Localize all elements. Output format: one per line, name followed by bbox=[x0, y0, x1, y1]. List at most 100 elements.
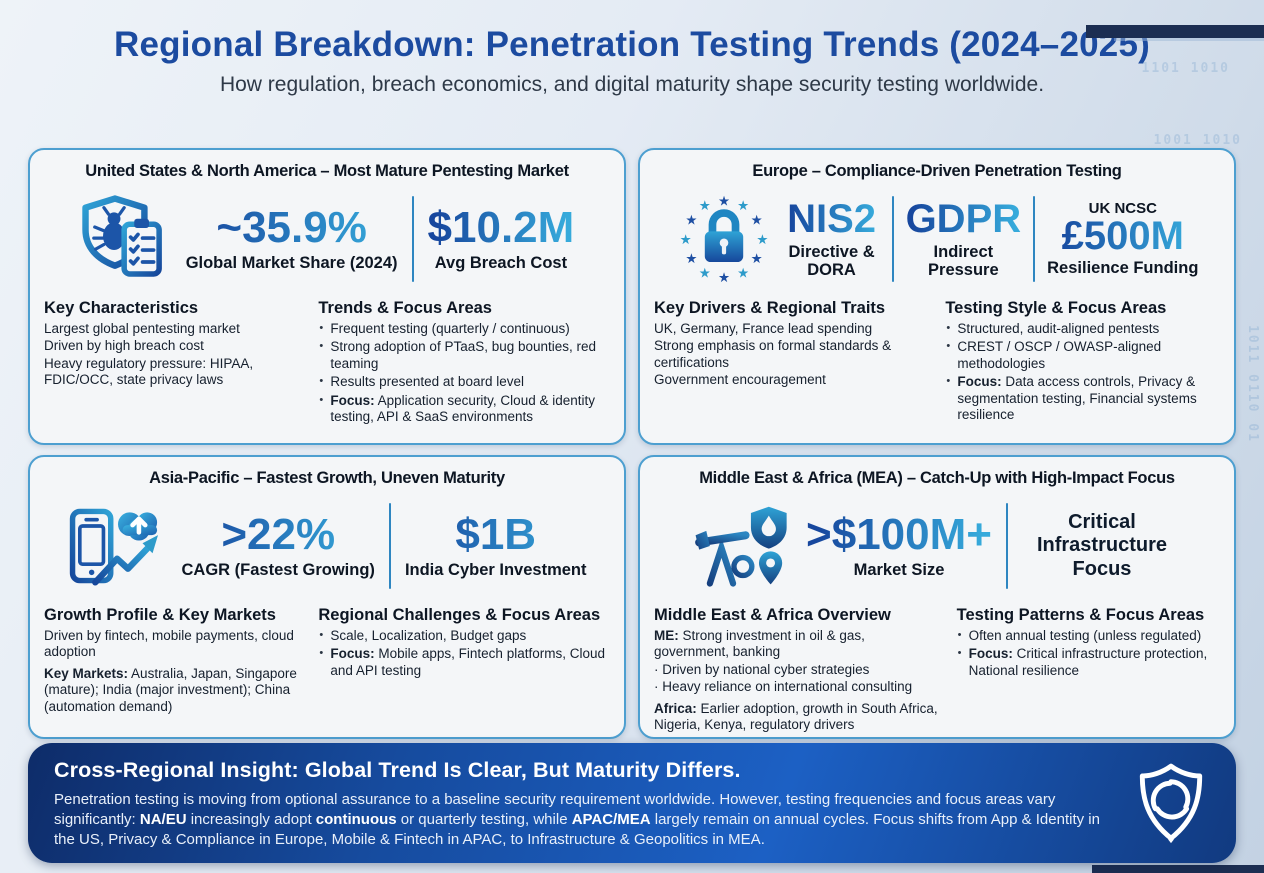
svg-text:★: ★ bbox=[756, 233, 768, 248]
background-corner-line bbox=[1114, 38, 1264, 41]
stat-value: GDPR bbox=[905, 196, 1022, 241]
mea-overview-section: Middle East & Africa Overview ME: Strong… bbox=[654, 606, 943, 735]
svg-text:★: ★ bbox=[718, 194, 730, 209]
stats-row: ★ ★ ★ ★ ★ ★ ★ ★ ★ ★ ★ ★ NIS2 Directive & DORA … bbox=[654, 185, 1220, 293]
text-body: Australia, Japan, Singapore (mature); In… bbox=[44, 665, 297, 714]
card-columns: Middle East & Africa Overview ME: Strong… bbox=[654, 606, 1220, 735]
text-line: Africa: Earlier adoption, growth in Sout… bbox=[654, 701, 943, 734]
stat-label: India Cyber Investment bbox=[404, 560, 587, 579]
background-corner-bar-top bbox=[1086, 25, 1264, 38]
stat-value: NIS2 bbox=[784, 199, 880, 240]
svg-text:★: ★ bbox=[718, 271, 730, 286]
eu-stars-padlock-icon: ★ ★ ★★ ★★ ★★ ★★ ★★ bbox=[679, 194, 768, 286]
bullet-item: Often annual testing (unless regulated) bbox=[958, 628, 1220, 644]
card-title: Asia-Pacific – Fastest Growth, Uneven Ma… bbox=[149, 469, 505, 487]
cards-grid: United States & North America – Most Mat… bbox=[28, 148, 1236, 739]
banner-segment-bold: continuous bbox=[315, 811, 397, 829]
text-line: Heavy regulatory pressure: HIPAA, FDIC/O… bbox=[44, 356, 304, 389]
stat-kicker: UK NCSC bbox=[1088, 199, 1157, 217]
bullet-item: CREST / OSCP / OWASP-aligned methodologi… bbox=[946, 339, 1220, 372]
stat-label: Indirect Pressure bbox=[928, 242, 999, 279]
stats-row: ~35.9% Global Market Share (2024) $10.2M… bbox=[44, 185, 610, 293]
text-line: · Driven by national cyber strategies bbox=[654, 662, 943, 678]
stat-label: Resilience Funding bbox=[1047, 259, 1199, 278]
binary-decor: 1011 0110 01 bbox=[1245, 325, 1260, 443]
text-body: UK, Germany, France lead spending bbox=[654, 321, 873, 336]
svg-text:★: ★ bbox=[750, 252, 762, 267]
stats-row: >22% CAGR (Fastest Growing) $1B India Cy… bbox=[44, 492, 610, 600]
page-title: Regional Breakdown: Penetration Testing … bbox=[114, 25, 1150, 64]
text-line: Driven by high breach cost bbox=[44, 338, 304, 354]
svg-text:★: ★ bbox=[737, 199, 749, 214]
stat-label: Market Size bbox=[853, 560, 945, 579]
banner-segment-bold: APAC/MEA bbox=[571, 811, 651, 829]
banner-segment: largely remain on annual cycles. Focus s… bbox=[54, 811, 1100, 849]
stat-market-size: >$100M+ Market Size bbox=[806, 512, 992, 579]
text-line: ME: Strong investment in oil & gas, gove… bbox=[654, 628, 943, 661]
stat-divider bbox=[1005, 503, 1008, 589]
text-body: Driven by high breach cost bbox=[44, 338, 204, 354]
card-middle-east-africa: Middle East & Africa (MEA) – Catch-Up wi… bbox=[638, 455, 1236, 739]
banner-heading: Cross-Regional Insight: Global Trend Is … bbox=[54, 758, 741, 782]
bullet-item: Focus: Critical infrastructure protectio… bbox=[958, 646, 1220, 679]
oil-pump-shield-pin-icon bbox=[694, 506, 787, 587]
text-lead: Focus: bbox=[968, 646, 1013, 662]
text-body: Driven by fintech, mobile payments, clou… bbox=[44, 628, 294, 660]
bullet-list: Frequent testing (quarterly / continuous… bbox=[318, 321, 610, 426]
text-lead: Focus: bbox=[330, 646, 375, 662]
text-body: Critical infrastructure protection, Nati… bbox=[968, 646, 1208, 678]
regional-challenges-section: Regional Challenges & Focus Areas Scale,… bbox=[318, 606, 610, 716]
text-lead: Africa: bbox=[654, 700, 697, 716]
text-body: Strong emphasis on formal standards & ce… bbox=[654, 338, 892, 370]
stat-value: $10.2M bbox=[427, 202, 575, 252]
mobile-cloud-growth-icon bbox=[69, 508, 158, 586]
stat-value: £500M bbox=[1047, 215, 1198, 257]
svg-text:★: ★ bbox=[698, 199, 710, 214]
text-line: · Heavy reliance on international consul… bbox=[654, 679, 943, 695]
stat-value: ~35.9% bbox=[186, 205, 398, 251]
text-body: CREST / OSCP / OWASP-aligned methodologi… bbox=[957, 339, 1162, 371]
stat-divider bbox=[388, 503, 391, 589]
text-line: Key Markets: Australia, Japan, Singapore… bbox=[44, 666, 304, 715]
banner-segment: Penetration testing is moving from optio… bbox=[54, 791, 1056, 829]
text-body: Largest global pentesting market bbox=[44, 321, 240, 336]
section-heading: Testing Patterns & Focus Areas bbox=[956, 606, 1205, 624]
text-body: Application security, Cloud & identity t… bbox=[330, 392, 595, 425]
text-line: Strong emphasis on formal standards & ce… bbox=[654, 338, 931, 371]
section-heading: Testing Style & Focus Areas bbox=[945, 299, 1167, 317]
bullet-item: Focus: Mobile apps, Fintech platforms, C… bbox=[319, 646, 610, 679]
testing-patterns-section: Testing Patterns & Focus Areas Often ann… bbox=[957, 606, 1220, 735]
stat-label: Global Market Share (2024) bbox=[185, 253, 398, 272]
text-body: · Driven by national cyber strategies bbox=[654, 661, 870, 677]
svg-text:★: ★ bbox=[698, 266, 710, 281]
card-asia-pacific: Asia-Pacific – Fastest Growth, Uneven Ma… bbox=[28, 455, 626, 739]
bullet-list: Structured, audit-aligned pentests CREST… bbox=[945, 321, 1220, 424]
bullet-item: Scale, Localization, Budget gaps bbox=[319, 628, 610, 644]
bullet-item: Structured, audit-aligned pentests bbox=[946, 321, 1220, 337]
critical-infrastructure-focus-label: Critical Infrastructure Focus bbox=[1036, 510, 1167, 580]
section-heading: Trends & Focus Areas bbox=[318, 299, 492, 317]
text-body: Mobile apps, Fintech platforms, Cloud an… bbox=[330, 646, 605, 678]
text-body: Heavy regulatory pressure: HIPAA, FDIC/O… bbox=[44, 355, 254, 388]
binary-decor: 1001 1010 bbox=[1153, 133, 1242, 148]
woven-shield-logo-icon bbox=[1139, 763, 1203, 844]
card-columns: Key Drivers & Regional Traits UK, German… bbox=[654, 299, 1220, 426]
text-line: UK, Germany, France lead spending bbox=[654, 321, 931, 337]
section-heading: Middle East & Africa Overview bbox=[654, 606, 891, 624]
text-body: Results presented at board level bbox=[330, 374, 524, 390]
text-lead: Focus: bbox=[957, 374, 1002, 390]
stat-global-market-share: ~35.9% Global Market Share (2024) bbox=[185, 205, 398, 272]
stat-gdpr: GDPR Indirect Pressure bbox=[906, 199, 1022, 279]
text-body: Often annual testing (unless regulated) bbox=[968, 628, 1202, 643]
stat-divider bbox=[891, 196, 894, 282]
card-title: Middle East & Africa (MEA) – Catch-Up wi… bbox=[699, 469, 1175, 487]
binary-decor: 1101 1010 bbox=[1141, 61, 1230, 76]
stat-label: Avg Breach Cost bbox=[434, 253, 568, 272]
bullet-item: Frequent testing (quarterly / continuous… bbox=[319, 321, 610, 337]
bullet-list: Often annual testing (unless regulated) … bbox=[957, 628, 1220, 679]
text-line: Government encouragement bbox=[654, 372, 931, 388]
text-line: Largest global pentesting market bbox=[44, 321, 304, 337]
card-title: United States & North America – Most Mat… bbox=[85, 162, 569, 180]
card-europe: Europe – Compliance-Driven Penetration T… bbox=[638, 148, 1236, 445]
stat-cagr: >22% CAGR (Fastest Growing) bbox=[182, 512, 375, 579]
